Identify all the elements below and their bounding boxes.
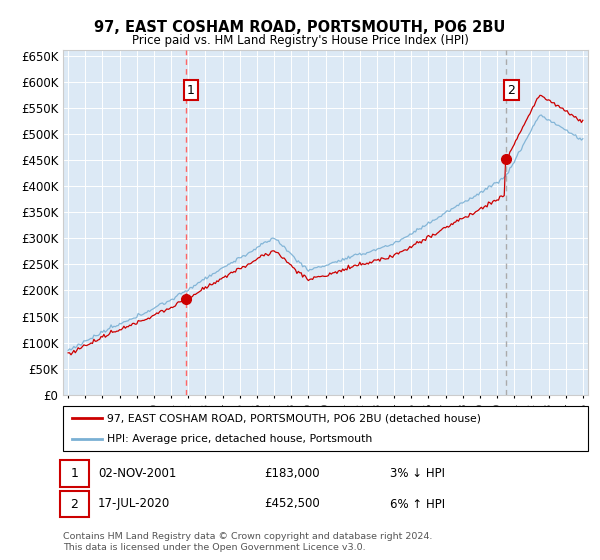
Text: Contains HM Land Registry data © Crown copyright and database right 2024.
This d: Contains HM Land Registry data © Crown c… xyxy=(63,532,433,552)
Text: £452,500: £452,500 xyxy=(264,497,320,511)
Text: 6% ↑ HPI: 6% ↑ HPI xyxy=(390,497,445,511)
Text: 1: 1 xyxy=(187,83,194,96)
Text: 1: 1 xyxy=(70,466,79,480)
Text: 2: 2 xyxy=(508,83,515,96)
Text: 3% ↓ HPI: 3% ↓ HPI xyxy=(390,466,445,480)
Text: 97, EAST COSHAM ROAD, PORTSMOUTH, PO6 2BU: 97, EAST COSHAM ROAD, PORTSMOUTH, PO6 2B… xyxy=(94,20,506,35)
Text: 2: 2 xyxy=(70,497,79,511)
Text: Price paid vs. HM Land Registry's House Price Index (HPI): Price paid vs. HM Land Registry's House … xyxy=(131,34,469,46)
Text: £183,000: £183,000 xyxy=(264,466,320,480)
Text: HPI: Average price, detached house, Portsmouth: HPI: Average price, detached house, Port… xyxy=(107,433,372,444)
Text: 97, EAST COSHAM ROAD, PORTSMOUTH, PO6 2BU (detached house): 97, EAST COSHAM ROAD, PORTSMOUTH, PO6 2B… xyxy=(107,413,481,423)
Text: 02-NOV-2001: 02-NOV-2001 xyxy=(98,466,176,480)
Text: 17-JUL-2020: 17-JUL-2020 xyxy=(98,497,170,511)
